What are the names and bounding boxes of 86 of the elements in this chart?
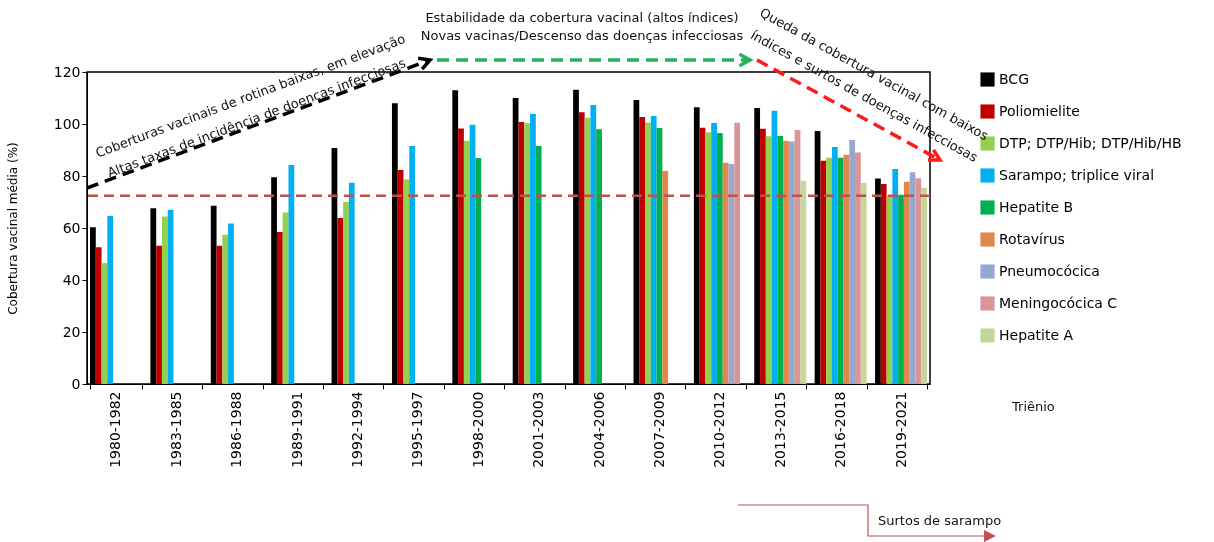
bar [777,135,784,384]
bar [107,215,114,384]
bar [458,128,464,384]
legend-label: Hepatite B [999,198,1074,215]
bar [921,187,927,384]
bar [855,152,861,384]
bar [705,132,712,384]
bar [903,181,910,384]
text: Estabilidade da cobertura vacinal (altos índices) [425,10,739,25]
bar [578,112,585,384]
bar [849,140,856,384]
bar [831,146,838,384]
legend-label: Sarampo; triplice viral [999,166,1155,183]
bar [222,234,229,384]
bar [826,157,832,384]
bar [837,157,844,384]
x-tick-label: 2013-2015 [771,391,788,468]
legend-label: Meningocócica C [999,294,1118,311]
x-tick-label: 1992-1994 [349,391,366,468]
bar [518,121,525,384]
y-tick-label: 120 [53,63,81,80]
bar [915,178,922,384]
y-axis-title: Cobertura vacinal média (%) [5,142,20,315]
y-tick-label: 40 [62,271,81,288]
bar [722,162,729,384]
bar [765,136,772,384]
bar [156,245,162,384]
x-tick-label: 2016-2018 [832,391,849,468]
legend-label: BCG [999,70,1029,87]
y-tick-label: 0 [71,375,81,392]
x-tick-label: 2007-2009 [650,391,667,468]
x-tick-label: 1980-1982 [107,391,124,468]
bar [788,141,795,384]
bar [530,114,536,384]
legend-label: Rotavírus [999,230,1065,247]
y-tick-label: 80 [62,167,81,184]
text: Triênio [1011,399,1055,414]
bar [596,129,602,384]
text: Novas vacinas/Descenso das doenças infecciosas [420,28,744,43]
bar [276,231,283,384]
bar [820,160,827,384]
x-tick-label: 2001-2003 [530,391,547,468]
bar [662,171,669,384]
text: Surtos de sarampo [878,513,1002,528]
x-tick-label: 1986-1988 [228,391,245,468]
bar [475,158,482,384]
bar [800,180,807,384]
bar [403,179,410,384]
x-tick-label: 1989-1991 [288,391,305,468]
bar [711,122,717,384]
bar [348,182,355,384]
bar [409,146,416,384]
bar [337,218,344,384]
bar [524,123,531,384]
x-tick-label: 1998-2000 [469,391,486,468]
y-tick-label: 20 [62,323,81,340]
bar [95,247,102,384]
bar [898,194,904,384]
bar [161,216,168,384]
bar [892,168,899,384]
bar [645,122,651,384]
bar [343,202,349,384]
bar [716,133,723,384]
y-tick-label: 100 [53,115,81,132]
bar [639,116,646,384]
bar [228,223,234,384]
x-tick-label: 2019-2021 [892,391,909,468]
bar [880,184,887,384]
bar [760,128,766,384]
legend-label: Pneumocócica [999,262,1100,279]
legend-label: Hepatite A [999,326,1074,343]
x-tick-label: 2010-2012 [711,391,728,468]
bar [734,122,741,384]
bar [783,140,789,384]
bar [860,183,867,384]
bar [535,146,542,384]
x-tick-label: 1983-1985 [167,391,184,468]
legend-label: DTP; DTP/Hib; DTP/Hib/HB [999,134,1182,151]
legend-label: Poliomielite [999,102,1080,119]
y-tick-label: 60 [62,219,81,236]
bar [590,105,597,384]
x-tick-label: 1995-1997 [409,391,426,468]
bar [463,140,470,384]
bar [288,165,295,384]
x-tick-label: 2004-2006 [590,391,607,468]
bar [650,115,657,384]
